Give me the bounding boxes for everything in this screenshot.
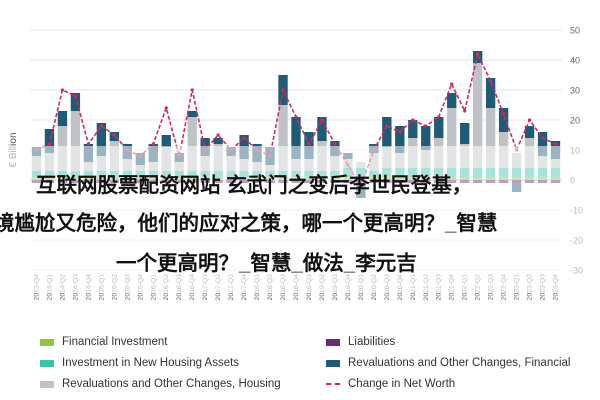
net-worth-point (320, 118, 324, 122)
net-worth-point (151, 142, 155, 146)
bar-segment (70, 111, 81, 171)
bar-segment (317, 117, 327, 141)
net-worth-point (463, 109, 467, 113)
net-worth-point (294, 115, 298, 119)
net-worth-point (190, 88, 194, 92)
net-worth-point (476, 52, 480, 56)
bar-segment (187, 117, 197, 171)
overlay-line-1: 互联网股票配资网站 玄武门之变后李世民登基， (36, 174, 473, 197)
bar-segment (278, 105, 288, 171)
bar-segment (161, 135, 171, 147)
legend-swatch (40, 359, 54, 367)
bar-segment (498, 108, 509, 132)
legend-item-financial-investment: Financial Investment (40, 336, 167, 348)
y-tick-label: 40 (570, 56, 580, 66)
legend-label: Liabilities (348, 336, 396, 348)
legend-swatch (40, 338, 54, 346)
net-worth-point (424, 124, 428, 128)
bar-segment (472, 63, 483, 168)
legend-swatch (326, 383, 340, 385)
bar-segment (537, 132, 548, 156)
bar-segment (524, 126, 535, 138)
bar-segment (70, 93, 81, 111)
legend-item-liabilities: Liabilities (326, 336, 395, 348)
legend-item-revaluations-housing: Revaluations and Other Changes, Housing (40, 378, 281, 390)
net-worth-point (307, 142, 311, 146)
bar-segment (57, 111, 68, 126)
legend: Financial Investment Investment in New H… (0, 328, 600, 400)
legend-swatch (326, 359, 340, 367)
net-worth-point (73, 94, 78, 98)
legend-label: Financial Investment (62, 336, 168, 348)
y-tick-label: 30 (570, 86, 580, 96)
y-tick-label: 50 (570, 26, 580, 36)
bar-segment (485, 78, 496, 108)
y-tick-label: 20 (570, 116, 580, 126)
net-worth-point (437, 115, 441, 119)
legend-item-investment-housing: Investment in New Housing Assets (40, 357, 239, 369)
net-worth-point (553, 142, 558, 146)
bar-segment (460, 123, 470, 144)
net-worth-point (398, 130, 402, 134)
bar-segment (421, 126, 431, 150)
legend-swatch (326, 338, 340, 346)
bar-segment (447, 93, 457, 108)
bar-segment (408, 120, 418, 138)
bar-segment (213, 138, 223, 144)
bar-segment (382, 117, 392, 147)
legend-label: Revaluations and Other Changes, Financia… (348, 357, 571, 369)
legend-label: Change in Net Worth (348, 378, 456, 390)
net-worth-point (47, 142, 52, 146)
net-worth-point (527, 118, 532, 122)
net-worth-point (333, 142, 337, 146)
overlay-line-3: 一个更高明？_智慧_做法_李元吉 (116, 252, 417, 275)
net-worth-point (281, 88, 285, 92)
net-worth-point (489, 79, 493, 83)
net-worth-point (385, 124, 389, 128)
bar-segment (485, 108, 496, 168)
net-worth-point (112, 133, 116, 137)
net-worth-point (164, 106, 168, 110)
bar-segment (434, 117, 444, 138)
title-overlay: 互联网股票配资网站 玄武门之变后李世民登基， 境尴尬又危险，他们的应对之策，哪一… (0, 146, 600, 292)
net-worth-point (502, 112, 506, 116)
net-worth-point (540, 136, 545, 140)
net-worth-point (86, 142, 90, 146)
bar-segment (187, 111, 197, 117)
net-worth-point (242, 136, 246, 140)
bar-segment (395, 126, 405, 153)
net-worth-point (450, 82, 454, 86)
net-worth-point (60, 88, 65, 92)
legend-label: Revaluations and Other Changes, Housing (62, 378, 281, 390)
net-worth-point (99, 124, 103, 128)
bar-segment (291, 117, 301, 159)
net-worth-point (411, 118, 415, 122)
overlay-line-2: 境尴尬又危险，他们的应对之策，哪一个更高明？_智慧 (0, 212, 498, 235)
bar-segment (447, 108, 457, 168)
bar-segment (44, 129, 55, 153)
legend-item-change-net-worth: Change in Net Worth (326, 378, 455, 390)
legend-swatch (40, 380, 54, 388)
legend-label: Investment in New Housing Assets (62, 357, 240, 369)
legend-item-revaluations-financial: Revaluations and Other Changes, Financia… (326, 357, 570, 369)
net-worth-point (216, 133, 220, 137)
bar-segment (96, 123, 107, 156)
